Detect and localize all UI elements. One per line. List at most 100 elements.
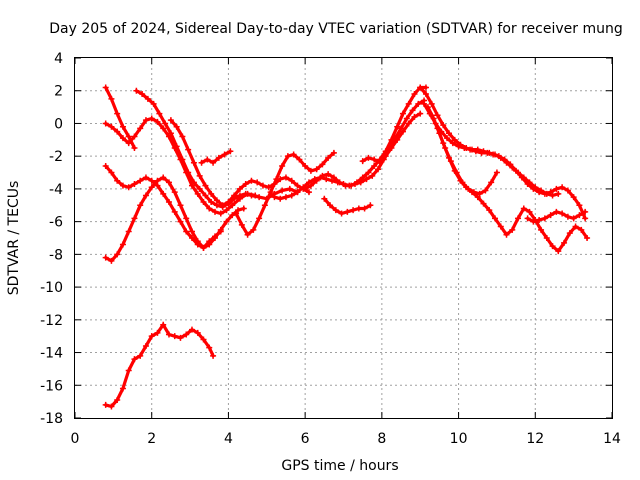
data-point	[290, 151, 297, 158]
data-point	[355, 205, 362, 212]
grid	[75, 58, 612, 418]
data-point	[294, 189, 301, 196]
data-point	[188, 182, 195, 189]
data-point	[160, 321, 167, 328]
data-point	[125, 133, 132, 140]
data-point	[223, 207, 230, 214]
data-point	[248, 177, 255, 184]
data-point	[154, 329, 161, 336]
x-tick-label: 6	[301, 431, 310, 447]
data-point	[403, 115, 410, 122]
data-point	[282, 194, 289, 201]
data-point	[160, 190, 167, 197]
data-point	[125, 367, 132, 374]
series-sat-c	[133, 87, 301, 210]
data-point	[212, 208, 219, 215]
data-point	[254, 179, 261, 186]
data-point	[415, 100, 422, 107]
data-point	[142, 117, 149, 124]
data-point	[365, 169, 372, 176]
data-point	[196, 172, 203, 179]
data-point	[142, 192, 149, 199]
data-point	[319, 161, 326, 168]
data-point	[188, 326, 195, 333]
data-point	[490, 151, 497, 158]
plot-frame	[74, 57, 613, 419]
data-point	[332, 207, 339, 214]
data-point	[229, 202, 236, 209]
series-line	[234, 151, 336, 237]
data-point	[553, 185, 560, 192]
data-point	[131, 145, 138, 151]
data-point	[330, 174, 337, 181]
data-point	[526, 208, 533, 215]
data-point	[244, 231, 251, 238]
series-sat-h	[233, 149, 337, 238]
data-point	[405, 120, 412, 127]
data-point	[102, 254, 109, 261]
data-point	[206, 205, 213, 212]
series-line	[430, 113, 589, 253]
data-point	[584, 235, 591, 241]
data-point	[468, 189, 475, 196]
data-point	[188, 228, 195, 235]
data-point	[444, 135, 451, 142]
data-point	[482, 187, 489, 194]
data-point	[307, 167, 314, 174]
data-point	[417, 84, 424, 91]
data-point	[165, 199, 172, 205]
data-point	[536, 217, 543, 223]
data-point	[582, 215, 589, 222]
data-point	[538, 226, 545, 233]
data-point	[576, 212, 583, 219]
data-point	[183, 215, 190, 222]
data-point	[213, 197, 220, 204]
series-sat-n	[421, 100, 589, 222]
data-point	[179, 133, 186, 140]
data-point	[131, 215, 138, 222]
data-point	[167, 117, 174, 124]
data-point	[271, 194, 278, 201]
data-point	[288, 192, 295, 199]
data-point	[541, 215, 548, 222]
data-point	[108, 169, 115, 176]
series-layer	[102, 84, 591, 410]
data-point	[313, 166, 320, 173]
data-point	[212, 235, 219, 241]
data-point	[399, 110, 406, 117]
data-point	[394, 136, 401, 143]
data-point	[564, 187, 571, 194]
x-tick-label: 8	[377, 431, 386, 447]
data-point	[248, 192, 255, 199]
data-point	[388, 136, 395, 143]
data-point	[102, 84, 109, 91]
y-tick-label: -18	[40, 411, 63, 427]
series-line	[104, 323, 215, 409]
data-point	[279, 187, 286, 194]
x-tick-label: 14	[603, 431, 621, 447]
series-line	[200, 149, 232, 165]
data-point	[148, 184, 155, 191]
data-point	[305, 189, 312, 196]
y-tick-label: -8	[49, 247, 63, 263]
data-point	[114, 251, 121, 258]
data-point	[215, 154, 222, 161]
data-point	[139, 91, 146, 97]
data-point	[154, 177, 161, 184]
data-point	[229, 212, 236, 219]
data-point	[185, 146, 192, 153]
data-point	[279, 163, 286, 169]
data-point	[173, 143, 180, 150]
data-point	[350, 207, 357, 214]
data-point	[488, 179, 495, 186]
data-point	[202, 192, 209, 199]
data-point	[137, 352, 144, 359]
data-point	[231, 192, 238, 199]
y-axis-label: SDTVAR / TECUs	[6, 181, 22, 296]
data-point	[261, 202, 268, 209]
data-point	[171, 333, 178, 340]
data-point	[288, 177, 295, 184]
series-sat-m	[417, 84, 562, 199]
data-point	[398, 125, 405, 132]
